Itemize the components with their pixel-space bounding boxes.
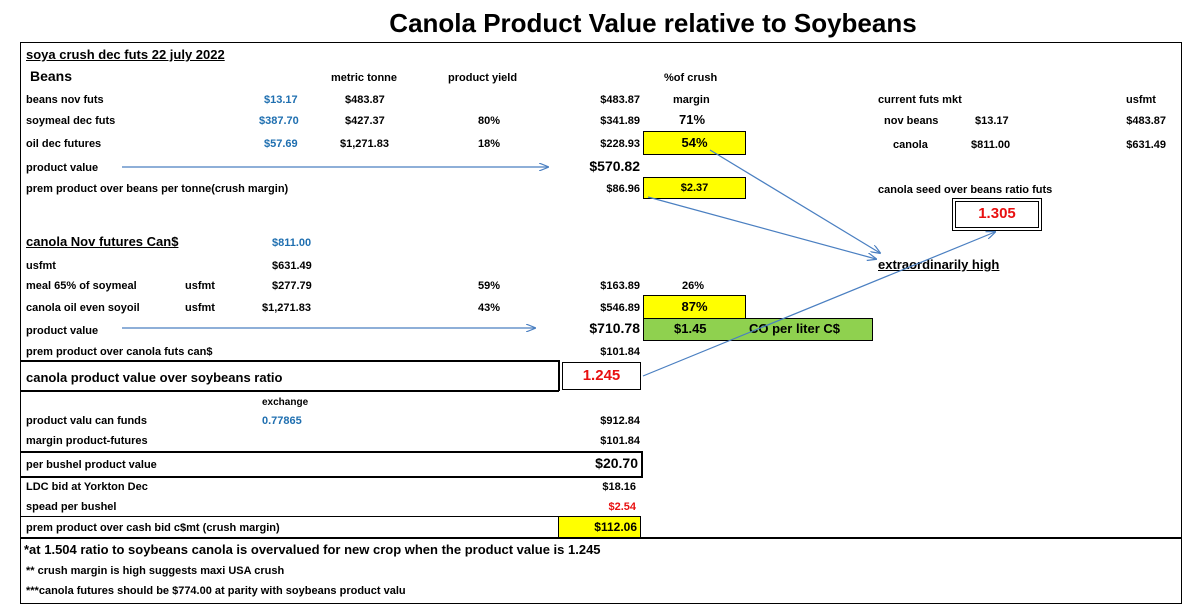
- soymeal-row-label: soymeal dec futs: [26, 115, 116, 127]
- current-mkt-canola-label: canola: [893, 139, 928, 151]
- current-mkt-canola-usfmt: $631.49: [1126, 139, 1166, 151]
- margin-futures-label: margin product-futures: [26, 435, 148, 447]
- beans-prem-label: prem product over beans per tonne(crush …: [26, 183, 289, 195]
- beans-heading: Beans: [30, 68, 73, 84]
- beans-prem-value: $86.96: [606, 183, 640, 195]
- bushel-bottom-rule: [21, 476, 643, 478]
- current-mkt-beans-label: nov beans: [884, 115, 939, 127]
- ratio-top-rule: [21, 360, 559, 362]
- prem-box: [643, 177, 746, 199]
- footnote-rule: [21, 537, 1181, 539]
- current-mkt-canola-price: $811.00: [971, 139, 1011, 151]
- arrow-oil-pct-to-note: [709, 149, 880, 253]
- ldc-value: $18.16: [602, 481, 636, 493]
- col-metric-tonne: metric tonne: [331, 72, 398, 84]
- arrow-ratio-to-seed-ratio: [642, 232, 995, 377]
- bushel-label: per bushel product value: [26, 459, 157, 471]
- canola-prem-value: $101.84: [600, 346, 640, 358]
- beans-row-tonne: $483.87: [345, 94, 385, 106]
- cash-prem-label: prem product over cash bid c$mt (crush m…: [26, 522, 280, 534]
- canola-usfmt-label: usfmt: [26, 260, 56, 272]
- canola-ratio-box: [562, 362, 641, 390]
- soymeal-row-tonne: $427.37: [345, 115, 385, 127]
- canola-oil-row-label: canola oil even soyoil: [26, 302, 140, 314]
- arrow-prem-to-note: [647, 196, 876, 259]
- footnote-2: ** crush margin is high suggests maxi US…: [26, 565, 285, 577]
- margin-futures-value: $101.84: [600, 435, 640, 447]
- oil-row-price: $57.69: [264, 138, 298, 150]
- oil-row-tonne: $1,271.83: [340, 138, 389, 150]
- seed-ratio-box: [952, 198, 1042, 231]
- canola-ratio-value: 1.245: [582, 367, 621, 384]
- canola-oil-row-price: $1,271.83: [262, 302, 311, 314]
- oil-row-label: oil dec futures: [26, 138, 102, 150]
- co-per-liter-label: CO per liter C$: [749, 321, 841, 336]
- bushel-value: $20.70: [595, 455, 638, 471]
- page-title: Canola Product Value relative to Soybean…: [389, 8, 917, 38]
- canola-ratio-label: canola product value over soybeans ratio: [26, 370, 283, 385]
- beans-product-value: $570.82: [589, 158, 640, 174]
- canola-usfmt-value: $631.49: [272, 260, 312, 272]
- co-per-liter-value: $1.45: [674, 321, 707, 336]
- canola-oil-row-unit: usfmt: [185, 302, 215, 314]
- ratio-bottom-rule: [21, 390, 559, 392]
- soymeal-row-price: $387.70: [259, 115, 299, 127]
- footnote-1: *at 1.504 ratio to soybeans canola is ov…: [24, 542, 601, 557]
- ratio-right-rule: [558, 360, 560, 391]
- meal-row-label: meal 65% of soymeal: [26, 280, 137, 292]
- spread-label: spead per bushel: [26, 501, 117, 513]
- beans-prem-box-value: $2.37: [680, 182, 709, 194]
- oil-row-pct: 54%: [681, 135, 708, 150]
- cash-prem-value: $112.06: [594, 520, 637, 534]
- beans-row-label: beans nov futs: [26, 94, 104, 106]
- current-mkt-usfmt-label: usfmt: [1126, 94, 1156, 106]
- meal-row-price: $277.79: [272, 280, 312, 292]
- seed-ratio-inner: [955, 201, 1039, 228]
- meal-row-pct: 26%: [682, 280, 705, 292]
- canola-oil-row-yield: 43%: [478, 302, 501, 314]
- exchange-label: exchange: [262, 397, 309, 408]
- ldc-label: LDC bid at Yorkton Dec: [26, 481, 148, 493]
- meal-row-yield: 59%: [478, 280, 501, 292]
- col-pct-crush: %of crush: [664, 72, 718, 84]
- beans-product-value-label: product value: [26, 162, 99, 174]
- can-funds-exchange: 0.77865: [262, 415, 302, 427]
- oil-pct-box: [643, 131, 746, 155]
- beans-row-price: $13.17: [264, 94, 298, 106]
- current-mkt-beans-price: $13.17: [975, 115, 1009, 127]
- can-funds-label: product valu can funds: [26, 415, 148, 427]
- soymeal-row-pct: 71%: [679, 112, 706, 127]
- current-mkt-heading: current futs mkt: [878, 94, 962, 106]
- cash-prem-top-rule: [21, 516, 558, 517]
- seed-ratio-label: canola seed over beans ratio futs: [878, 184, 1053, 196]
- canola-heading-value: $811.00: [272, 237, 312, 249]
- seed-ratio-value: 1.305: [978, 205, 1016, 222]
- canola-prem-label: prem product over canola futs can$: [26, 346, 213, 358]
- soymeal-row-yield: 80%: [478, 115, 501, 127]
- canola-product-value: $710.78: [589, 320, 640, 336]
- current-mkt-beans-usfmt: $483.87: [1126, 115, 1166, 127]
- bushel-right-rule: [641, 451, 643, 477]
- soymeal-row-value: $341.89: [600, 115, 640, 127]
- canola-product-value-label: product value: [26, 325, 99, 337]
- canola-oil-row-value: $546.89: [600, 302, 640, 314]
- beans-row-value: $483.87: [600, 94, 640, 106]
- sheet-header: soya crush dec futs 22 july 2022: [26, 47, 225, 62]
- spreadsheet: [20, 42, 1182, 604]
- meal-row-value: $163.89: [600, 280, 640, 292]
- oil-row-value: $228.93: [600, 138, 640, 150]
- canola-heading: canola Nov futures Can$: [26, 234, 179, 249]
- can-funds-value: $912.84: [600, 415, 640, 427]
- canola-oil-row-pct: 87%: [681, 299, 708, 314]
- oil-row-yield: 18%: [478, 138, 501, 150]
- col-margin: margin: [673, 94, 710, 106]
- bushel-top-rule: [21, 451, 643, 453]
- footnote-3: ***canola futures should be $774.00 at p…: [26, 585, 406, 597]
- spread-value: $2.54: [608, 501, 636, 513]
- col-product-yield: product yield: [448, 72, 518, 84]
- meal-row-unit: usfmt: [185, 280, 215, 292]
